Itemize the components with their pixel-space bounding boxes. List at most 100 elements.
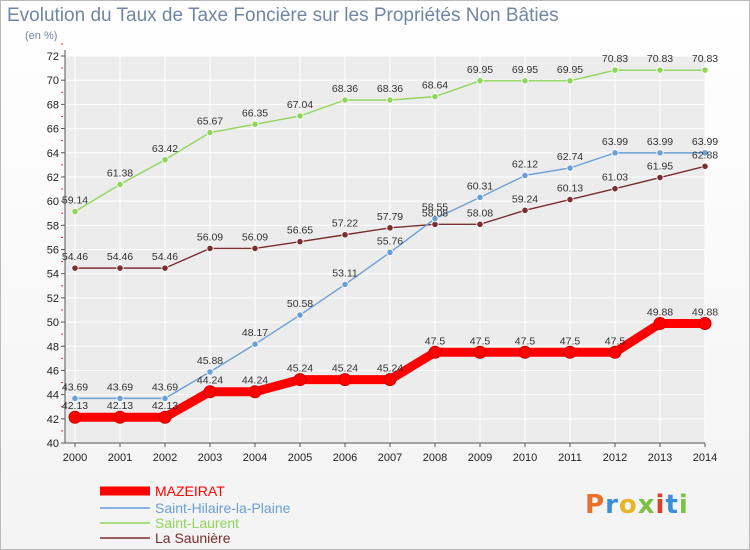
data-point (656, 149, 664, 157)
data-point (428, 345, 442, 359)
data-label: 61.95 (647, 161, 673, 173)
logo-letter: r (605, 490, 619, 520)
y-tick-label: 50 (47, 317, 59, 329)
y-tick-label: 48 (47, 341, 59, 353)
y-tick-label: 60 (47, 196, 59, 208)
data-label: 57.79 (377, 211, 403, 223)
logo-letter: i (655, 490, 666, 520)
data-point (341, 96, 349, 104)
data-point (386, 248, 394, 257)
data-label: 42.13 (62, 400, 88, 412)
data-label: 67.04 (287, 99, 313, 111)
data-point (476, 193, 484, 201)
data-point (386, 96, 394, 104)
x-tick-label: 2006 (333, 452, 357, 464)
data-point (116, 394, 124, 402)
legend-label: Saint-Hilaire-la-Plaine (155, 500, 291, 516)
data-point (608, 345, 622, 359)
data-point (296, 311, 304, 319)
series-layer (68, 66, 712, 424)
data-label: 65.67 (197, 116, 223, 128)
data-label: 69.95 (512, 64, 538, 76)
data-label: 58.55 (422, 202, 448, 214)
logo-letter: P (585, 490, 606, 520)
data-point (611, 149, 619, 157)
data-label: 54.46 (62, 251, 88, 263)
data-label: 60.13 (557, 183, 583, 195)
data-point (296, 238, 304, 246)
x-tick-label: 2009 (468, 452, 492, 464)
data-label: 53.11 (332, 267, 358, 279)
logo-letter: i (678, 490, 689, 520)
x-tick-label: 2013 (648, 452, 672, 464)
legend-label: MAZEIRAT (155, 483, 225, 499)
data-point (656, 66, 664, 74)
logo-letter: t (665, 490, 679, 520)
data-point (656, 173, 664, 182)
data-point (611, 66, 619, 74)
x-tick-label: 2002 (153, 452, 177, 464)
y-tick-label: 58 (47, 220, 59, 232)
data-point (431, 215, 439, 223)
data-point (521, 206, 529, 214)
data-label: 43.69 (152, 381, 178, 393)
data-point (476, 77, 484, 85)
data-point (701, 162, 709, 170)
x-tick-label: 2012 (603, 452, 627, 464)
data-label: 42.13 (152, 400, 178, 412)
data-label: 63.42 (152, 143, 178, 155)
x-tick-label: 2011 (558, 452, 582, 464)
x-tick-label: 2008 (423, 452, 447, 464)
data-label: 49.88 (692, 307, 718, 319)
data-point (296, 112, 304, 120)
data-label: 57.22 (332, 218, 358, 230)
data-point (206, 128, 214, 137)
data-point (518, 345, 532, 359)
y-tick-label: 68 (47, 99, 59, 111)
data-point (701, 66, 709, 74)
y-tick-label: 56 (47, 245, 59, 257)
data-label: 61.03 (602, 172, 628, 184)
data-label: 68.36 (377, 83, 403, 95)
data-point (701, 149, 709, 157)
data-point (341, 280, 349, 289)
chart-unit-label: (en %) (25, 30, 58, 42)
data-point (386, 224, 394, 232)
data-label: 47.5 (470, 335, 491, 347)
data-label: 59.14 (62, 195, 88, 207)
data-label: 60.31 (467, 180, 493, 192)
x-tick-label: 2000 (63, 452, 87, 464)
data-label: 59.24 (512, 193, 538, 205)
data-point (251, 120, 259, 128)
data-point (473, 345, 487, 359)
y-tick-label: 54 (47, 269, 59, 281)
data-label: 63.99 (692, 136, 718, 148)
data-label: 69.95 (557, 64, 583, 76)
data-label: 63.99 (602, 136, 628, 148)
data-point (521, 171, 529, 180)
data-label: 49.88 (647, 307, 673, 319)
x-tick-label: 2007 (378, 452, 402, 464)
data-labels: 42.13 42.13 42.13 44.24 44.24 45.24 45.24 45.24… (62, 53, 718, 412)
data-point (383, 373, 397, 387)
data-label: 47.5 (605, 335, 626, 347)
data-point (476, 220, 484, 228)
data-label: 62.12 (512, 158, 538, 170)
data-point (203, 385, 217, 399)
y-tick-label: 40 (47, 438, 59, 450)
data-label: 47.5 (560, 335, 581, 347)
y-tick-label: 64 (47, 148, 59, 160)
data-point (566, 77, 574, 85)
logo-letter: x (637, 490, 656, 520)
data-label: 63.99 (647, 136, 673, 148)
y-tick-label: 72 (47, 51, 59, 63)
data-label: 62.74 (557, 151, 583, 163)
data-label: 68.64 (422, 80, 448, 92)
data-point (161, 156, 169, 164)
data-label: 69.95 (467, 64, 493, 76)
data-point (251, 244, 259, 253)
data-label: 44.24 (242, 375, 268, 387)
data-label: 56.65 (287, 225, 313, 237)
data-label: 47.5 (515, 335, 536, 347)
